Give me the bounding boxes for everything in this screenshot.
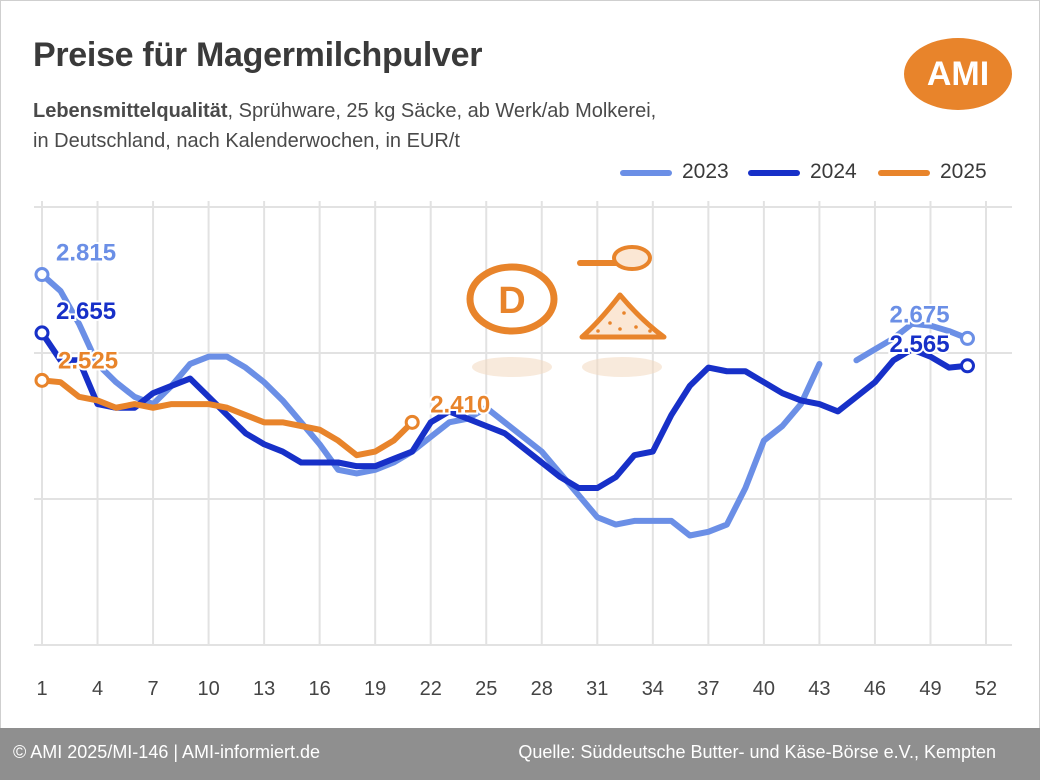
x-tick-label: 28 <box>531 678 553 700</box>
series-endpoint-marker-2023 <box>34 267 50 283</box>
x-tick-label: 19 <box>364 678 386 700</box>
milk-powder-pile-icon <box>577 245 667 377</box>
chart-title: Preise für Magermilchpulver <box>33 36 483 74</box>
x-tick-label: 49 <box>919 678 941 700</box>
start-value-label-2024: 2.655 <box>56 298 116 325</box>
subtitle-bold: Lebensmittelqualität <box>33 100 228 122</box>
end-value-label-2023: 2.675 <box>889 301 949 328</box>
x-tick-label: 25 <box>475 678 497 700</box>
series-line-2024 <box>39 329 971 492</box>
series-endpoint-marker-2025 <box>404 414 420 430</box>
x-tick-label: 31 <box>586 678 608 700</box>
svg-text:D: D <box>498 280 525 322</box>
value-labels: 2.815 2.675 2.655 2.565 2.525 2.410 <box>54 238 952 421</box>
x-tick-label: 7 <box>147 678 158 700</box>
decorative-illustration: D <box>466 245 667 377</box>
series-endpoint-marker-2025 <box>34 372 50 388</box>
subtitle-rest: , Sprühware, 25 kg Säcke, ab Werk/ab Mol… <box>227 100 657 122</box>
x-tick-label: 34 <box>642 678 664 700</box>
series-lines <box>39 271 971 539</box>
start-value-label-2025: 2.525 <box>58 347 118 374</box>
x-tick-label: 10 <box>197 678 219 700</box>
x-tick-label: 16 <box>309 678 331 700</box>
x-tick-label: 13 <box>253 678 275 700</box>
x-tick-label: 40 <box>753 678 775 700</box>
x-tick-label: 43 <box>808 678 830 700</box>
start-value-label-2023: 2.815 <box>56 240 116 267</box>
series-endpoint-marker-2023 <box>959 330 975 346</box>
x-tick-label: 22 <box>420 678 442 700</box>
ami-logo: AMI <box>904 38 1012 110</box>
footer-source: Quelle: Süddeutsche Butter- und Käse-Bör… <box>518 742 996 762</box>
legend-label-2025: 2025 <box>940 160 987 183</box>
germany-d-emblem-icon: D <box>466 263 558 377</box>
x-tick-label: 52 <box>975 678 997 700</box>
series-line-2023 <box>853 320 971 364</box>
x-tick-label: 46 <box>864 678 886 700</box>
legend-swatch-2025 <box>878 170 930 176</box>
x-tick-label: 4 <box>92 678 103 700</box>
endpoint-markers <box>34 267 975 430</box>
x-tick-label: 37 <box>697 678 719 700</box>
footer-copyright: © AMI 2025/MI-146 | AMI-informiert.de <box>13 742 321 762</box>
line-chart: D 2.815 2.675 2.655 2.565 2.525 2.410 1 4 7 10 13… <box>34 201 1012 700</box>
series-endpoint-marker-2024 <box>959 358 975 374</box>
legend-swatch-2024 <box>748 170 800 176</box>
chart-subtitle: Lebensmittelqualität, Sprühware, 25 kg S… <box>33 96 853 156</box>
subtitle-line2: in Deutschland, nach Kalenderwochen, in … <box>33 130 460 152</box>
footer: © AMI 2025/MI-146 | AMI-informiert.de Qu… <box>0 728 1040 780</box>
legend-label-2024: 2024 <box>810 160 857 183</box>
x-tick-labels: 1 4 7 10 13 16 19 22 25 28 31 34 37 40 43 46 49 52 <box>36 678 997 700</box>
end-value-label-2024: 2.565 <box>889 331 949 358</box>
grid <box>34 201 1012 646</box>
series-line-2025 <box>39 377 416 459</box>
legend: 2023 2024 2025 <box>620 156 1020 188</box>
series-endpoint-marker-2024 <box>34 325 50 341</box>
x-tick-label: 1 <box>36 678 47 700</box>
end-value-label-2025: 2.410 <box>430 391 490 418</box>
legend-swatch-2023 <box>620 170 672 176</box>
legend-label-2023: 2023 <box>682 160 729 183</box>
